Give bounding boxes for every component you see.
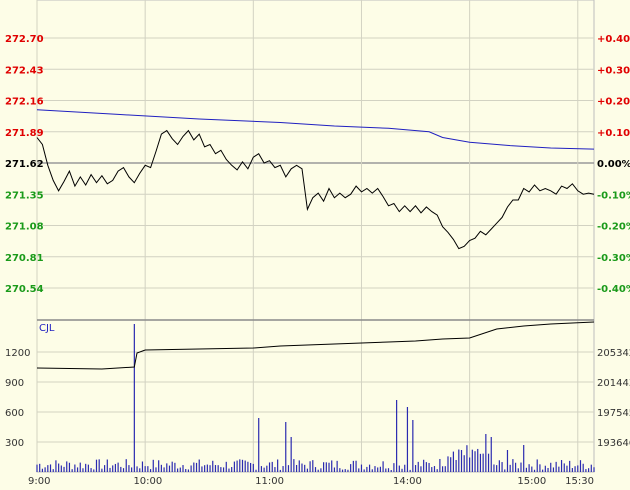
- axis-labels: 272.70 +0.40% 272.43 +0.30% 272.16 +0.20% 271.…: [5, 34, 630, 487]
- time-tick-label: 11:00: [255, 476, 284, 487]
- price-tick-label: 271.08: [5, 222, 44, 233]
- price-tick-label: 272.16: [5, 97, 44, 108]
- percent-tick-label: -0.10%: [597, 190, 630, 201]
- volume-tick-label: 600: [5, 408, 24, 419]
- percent-tick-label: +0.10%: [597, 128, 630, 139]
- cumulative-volume-tick-label: 193646: [597, 438, 630, 449]
- price-tick-label: 271.62: [5, 159, 44, 170]
- time-tick-label: 10:00: [133, 476, 162, 487]
- cumulative-volume-line: [36, 321, 595, 370]
- price-panel: [36, 0, 595, 473]
- time-tick-label: 9:00: [28, 476, 50, 487]
- price-tick-label: 272.43: [5, 65, 44, 76]
- cumulative-volume-tick-label: 205342: [597, 348, 630, 359]
- percent-tick-label: +0.40%: [597, 34, 630, 45]
- volume-panel: [36, 319, 595, 472]
- volume-tick-label: 300: [5, 438, 24, 449]
- time-tick-label: 15:00: [517, 476, 546, 487]
- cumulative-volume-tick-label: 201443: [597, 378, 630, 389]
- percent-tick-label: -0.40%: [597, 284, 630, 295]
- price-tick-label: 270.81: [5, 253, 44, 264]
- volume-legend: CJL: [39, 323, 55, 334]
- price-tick-label: 271.35: [5, 190, 44, 201]
- price-tick-label: 271.89: [5, 128, 44, 139]
- cumulative-volume-tick-label: 197545: [597, 408, 630, 419]
- volume-tick-label: 1200: [5, 348, 30, 359]
- percent-tick-label: -0.30%: [597, 253, 630, 264]
- time-tick-label: 15:30: [565, 476, 594, 487]
- time-tick-label: 14:00: [393, 476, 422, 487]
- average-price-line: [36, 109, 595, 150]
- percent-tick-label: -0.20%: [597, 222, 630, 233]
- price-line: [36, 129, 595, 250]
- percent-tick-label: 0.00%: [597, 159, 630, 170]
- price-tick-label: 272.70: [5, 34, 44, 45]
- percent-tick-label: +0.30%: [597, 65, 630, 76]
- volume-tick-label: 900: [5, 378, 24, 389]
- percent-tick-label: +0.20%: [597, 97, 630, 108]
- price-tick-label: 270.54: [5, 284, 44, 295]
